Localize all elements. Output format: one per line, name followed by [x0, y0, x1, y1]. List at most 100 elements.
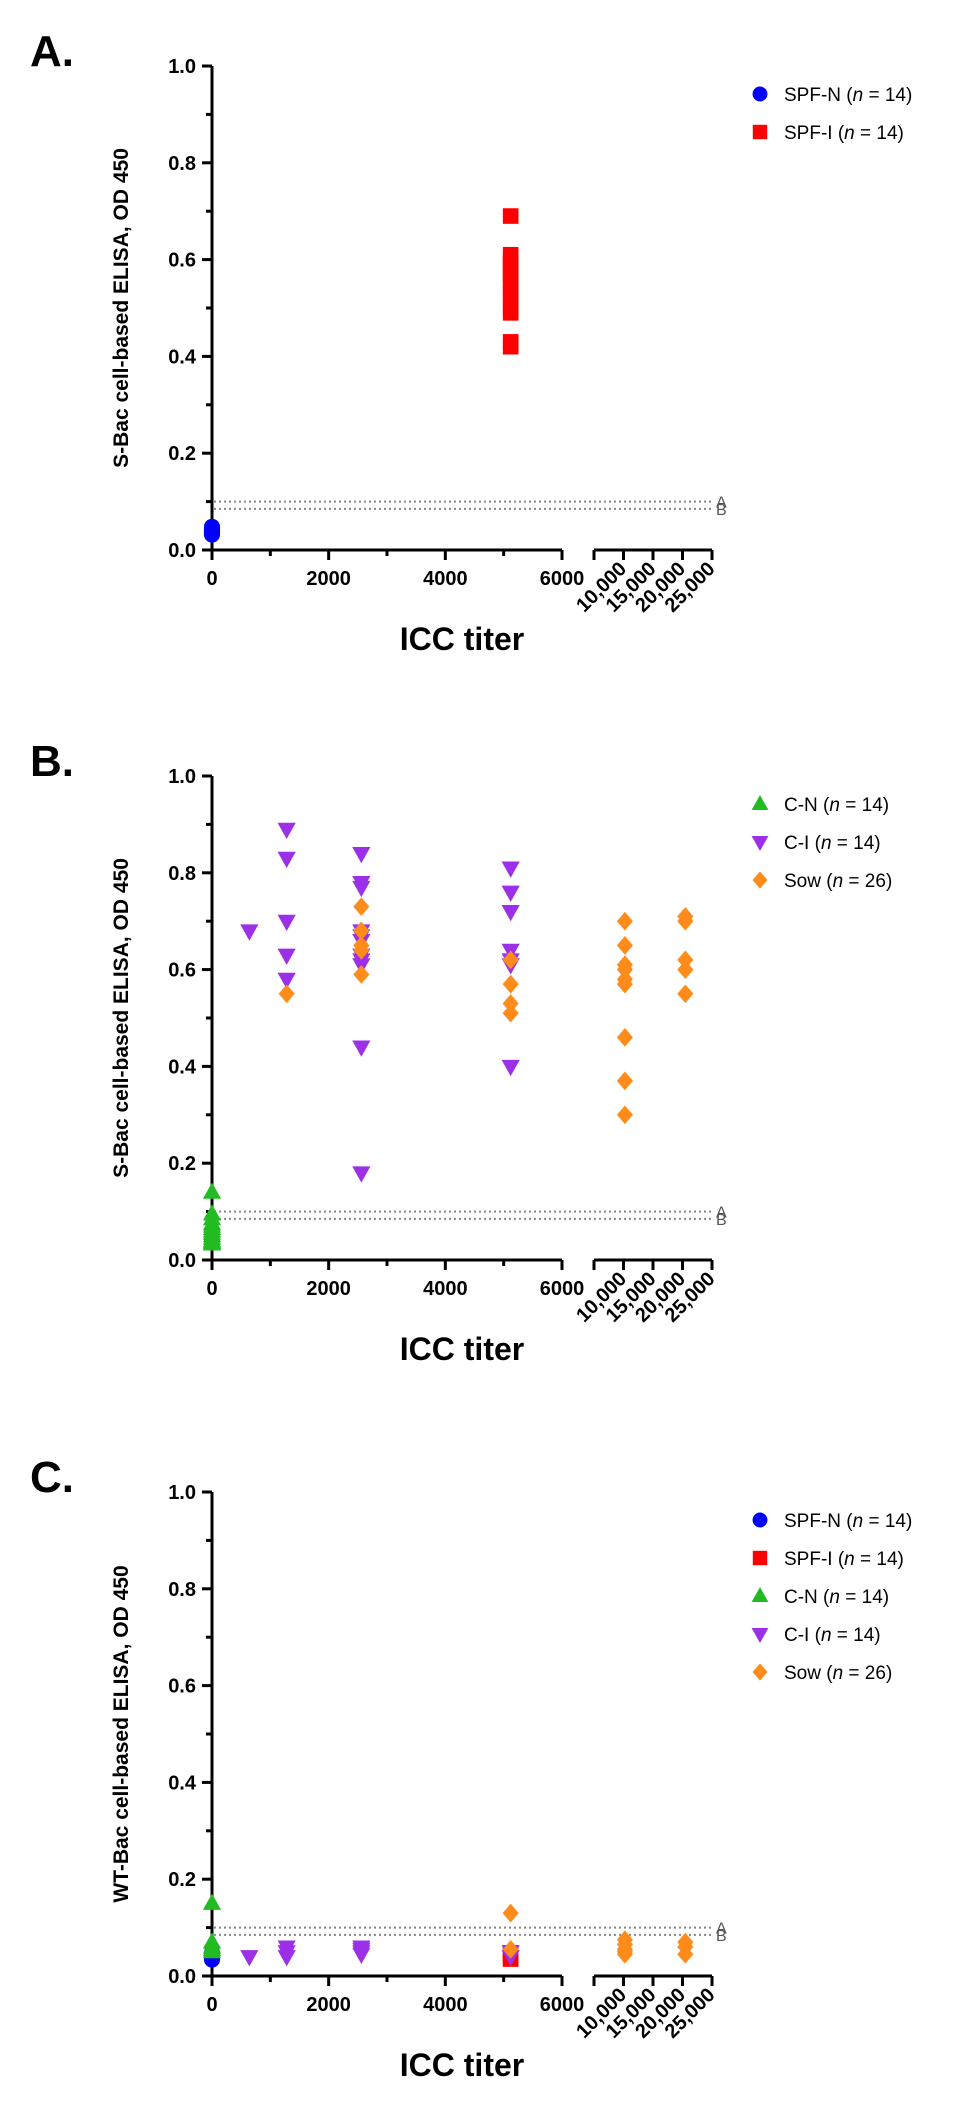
panel-letter: A.	[30, 27, 74, 76]
threshold-label: A	[716, 1921, 727, 1938]
y-tick-label: 0.6	[168, 1676, 196, 1698]
data-point	[203, 518, 221, 535]
y-tick-label: 0.0	[168, 1250, 196, 1272]
y-tick-label: 0.2	[168, 443, 196, 465]
y-tick-label: 0.0	[168, 540, 196, 562]
y-tick-label: 1.0	[168, 1482, 196, 1504]
legend-entry: C-N (n = 14)	[784, 795, 889, 816]
series-c-i	[240, 822, 520, 1183]
y-tick-label: 0.4	[168, 346, 197, 368]
data-point	[352, 953, 371, 970]
x-axis-label: ICC titer	[400, 1331, 524, 1367]
data-point	[502, 950, 519, 970]
x-tick-label: 6000	[540, 568, 585, 590]
data-point	[502, 208, 519, 224]
x-tick-label: 4000	[423, 1994, 468, 2016]
legend-entry: SPF-I (n = 14)	[784, 123, 904, 144]
y-tick-label: 0.6	[168, 250, 196, 272]
y-axis-label: WT-Bac cell-based ELISA, OD 450	[110, 1565, 133, 1902]
data-point	[278, 984, 295, 1004]
data-point	[677, 911, 694, 931]
x-tick-label: 2000	[306, 1278, 351, 1300]
data-point	[501, 885, 520, 902]
data-point	[502, 994, 519, 1013]
data-point	[502, 305, 519, 321]
y-tick-label: 1.0	[168, 766, 196, 788]
legend-entry: C-I (n = 14)	[784, 833, 881, 854]
legend-entry: SPF-N (n = 14)	[784, 85, 912, 106]
data-point	[352, 1040, 371, 1057]
y-tick-label: 0.0	[168, 1966, 196, 1988]
data-point	[353, 921, 370, 941]
legend-entry: Sow (n = 26)	[784, 871, 892, 892]
x-axis-label: ICC titer	[400, 2047, 524, 2083]
y-tick-label: 0.8	[168, 863, 196, 885]
data-point	[677, 960, 694, 979]
legend-marker	[752, 1550, 768, 1566]
data-point	[501, 905, 520, 922]
data-point	[353, 940, 370, 960]
series-spf-n	[203, 518, 221, 543]
y-tick-label: 0.2	[168, 1869, 196, 1891]
legend-marker	[751, 1587, 769, 1602]
y-axis-label: S-Bac cell-based ELISA, OD 450	[110, 148, 133, 468]
x-tick-label: 4000	[423, 568, 468, 590]
data-point	[616, 1028, 633, 1047]
legend-entry: Sow (n = 26)	[784, 1663, 892, 1684]
y-tick-label: 0.8	[168, 153, 196, 175]
legend-marker	[752, 86, 768, 102]
panel-letter: B.	[30, 737, 74, 786]
y-tick-label: 0.4	[168, 1056, 197, 1078]
data-point	[202, 1942, 222, 1959]
data-point	[353, 965, 370, 984]
series-spf-i	[502, 208, 519, 355]
threshold-label: B	[716, 1212, 727, 1229]
data-point	[502, 338, 519, 355]
legend-marker	[751, 795, 769, 810]
legend-entry: SPF-I (n = 14)	[784, 1549, 904, 1570]
y-tick-label: 0.8	[168, 1579, 196, 1601]
data-point	[616, 911, 633, 931]
legend-entry: SPF-N (n = 14)	[784, 1511, 912, 1532]
x-tick-label: 6000	[540, 1278, 585, 1300]
legend-marker	[752, 1512, 768, 1528]
legend-marker	[752, 871, 768, 889]
data-point	[616, 1071, 633, 1091]
series-c-n	[202, 1893, 222, 1959]
x-tick-label: 0	[206, 568, 217, 590]
data-point	[616, 936, 633, 955]
data-point	[353, 897, 370, 917]
data-point	[616, 1944, 633, 1964]
x-tick-label: 0	[206, 1278, 217, 1300]
legend-marker	[751, 1628, 769, 1643]
data-point	[352, 846, 371, 864]
threshold-label: B	[716, 502, 727, 519]
data-point	[277, 972, 296, 990]
y-tick-label: 0.6	[168, 960, 196, 982]
data-point	[501, 1059, 520, 1077]
x-tick-label: 2000	[306, 568, 351, 590]
data-point	[240, 1950, 259, 1967]
data-point	[501, 861, 520, 878]
legend-entry: C-N (n = 14)	[784, 1587, 889, 1608]
panel-c: C. 0.0 0.2 0.4 0.6 0.8 1.0 WT-Bac cell-based EL…	[30, 1453, 912, 2083]
data-point	[352, 1166, 371, 1183]
y-tick-label: 0.4	[168, 1772, 197, 1794]
data-point	[502, 1903, 519, 1923]
legend-marker	[752, 124, 768, 140]
y-tick-label: 1.0	[168, 56, 196, 78]
x-tick-label: 4000	[423, 1278, 468, 1300]
legend-marker	[751, 836, 769, 851]
threshold-label: B	[716, 1928, 727, 1945]
data-point	[677, 984, 694, 1004]
data-point	[202, 1234, 222, 1251]
x-tick-label: 2000	[306, 1994, 351, 2016]
series-c-i	[240, 1940, 520, 1967]
x-tick-label: 6000	[540, 1994, 585, 2016]
data-point	[240, 924, 259, 941]
data-point	[202, 1893, 222, 1910]
data-point	[677, 950, 694, 970]
threshold-label: A	[716, 1205, 727, 1222]
y-axis-label: S-Bac cell-based ELISA, OD 450	[110, 858, 133, 1178]
